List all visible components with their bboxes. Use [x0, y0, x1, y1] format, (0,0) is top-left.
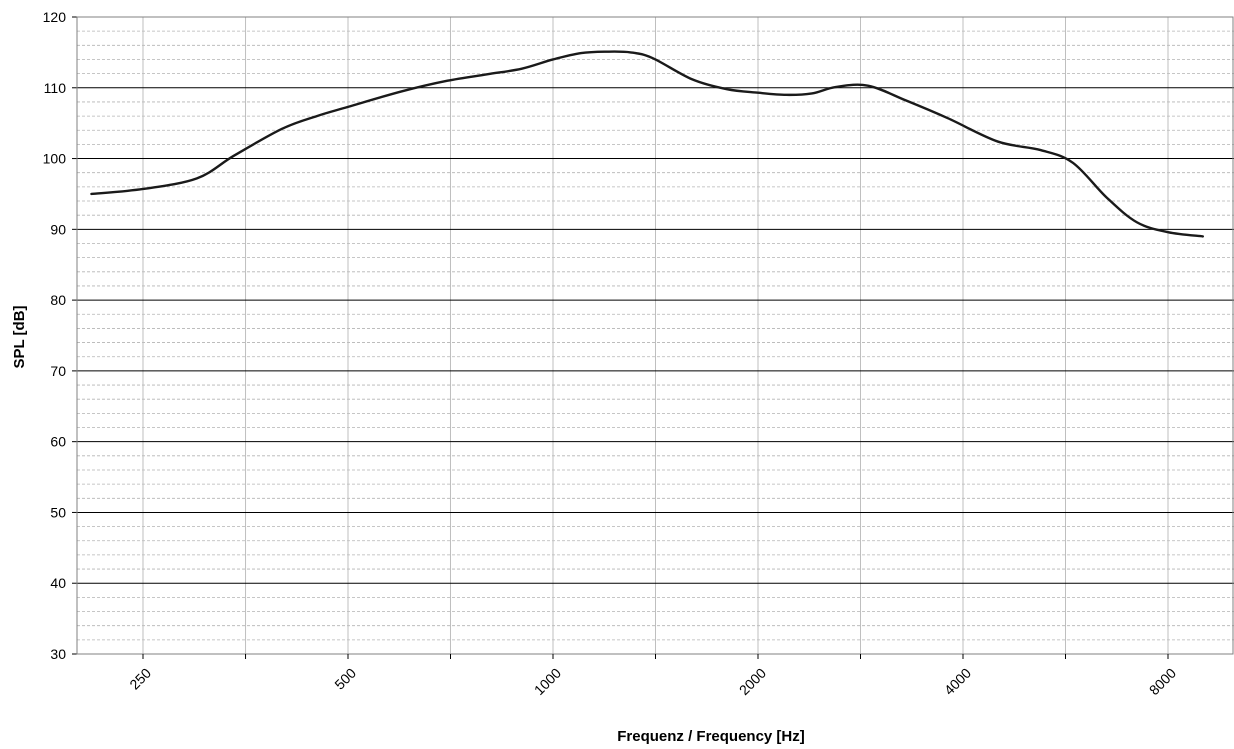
y-tick-label: 120 — [43, 9, 67, 25]
x-tick-label: 500 — [331, 665, 359, 693]
x-tick-label: 1000 — [531, 665, 564, 698]
y-tick-label: 100 — [43, 151, 67, 167]
x-axis-title: Frequenz / Frequency [Hz] — [617, 728, 805, 745]
major-gridlines — [72, 16, 1234, 655]
y-tick-label: 30 — [50, 646, 66, 662]
vertical-gridlines — [142, 17, 1169, 654]
spl-curve-line — [90, 50, 1205, 238]
minor-gridlines — [77, 30, 1234, 641]
x-tick-label: 250 — [126, 665, 154, 693]
y-tick-label: 60 — [50, 434, 66, 450]
y-tick-label: 70 — [50, 363, 66, 379]
y-tick-label: 50 — [50, 504, 66, 520]
y-tick-labels: 30 40 50 60 70 80 90 100 110 120 — [43, 9, 67, 662]
series-layer — [90, 50, 1205, 238]
x-tick-label: 2000 — [736, 665, 769, 698]
y-tick-label: 80 — [50, 292, 66, 308]
y-tick-label: 110 — [44, 80, 67, 96]
y-tick-label: 90 — [50, 221, 66, 237]
y-tick-label: 40 — [50, 575, 66, 591]
x-tick-label: 8000 — [1146, 665, 1179, 698]
x-tick-marks — [142, 654, 1169, 659]
x-tick-labels: 250 500 1000 2000 4000 8000 — [126, 665, 1179, 698]
x-tick-label: 4000 — [941, 665, 974, 698]
y-axis-title: SPL [dB] — [11, 305, 28, 368]
